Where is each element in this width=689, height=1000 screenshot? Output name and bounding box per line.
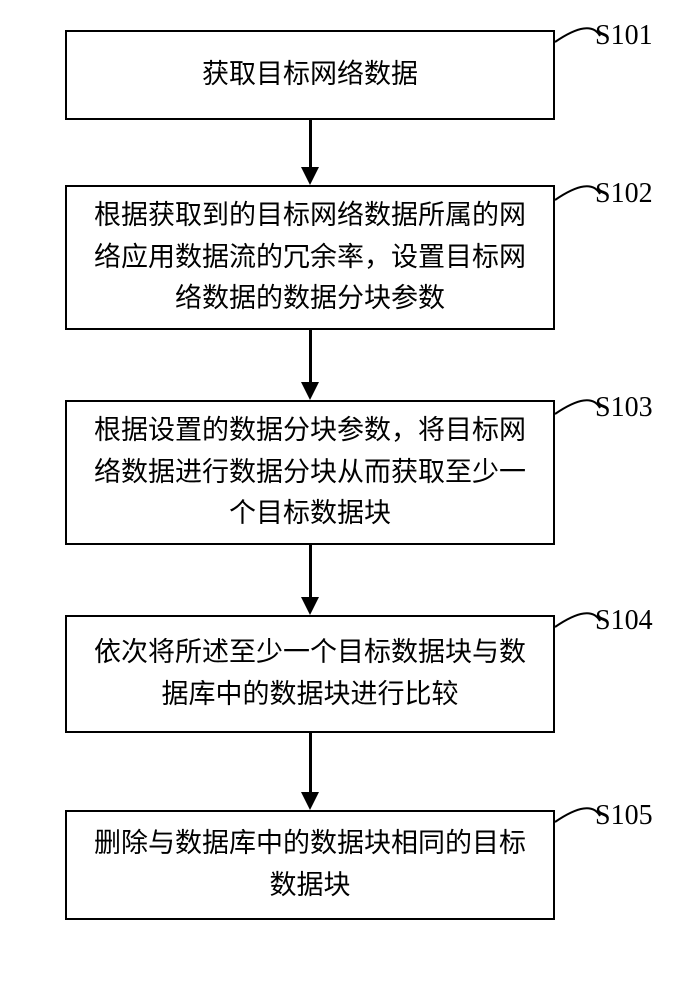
label-s104: S104: [595, 605, 653, 637]
label-s101: S101: [595, 20, 653, 52]
label-s105: S105: [595, 800, 653, 832]
node-s101: 获取目标网络数据: [65, 30, 555, 120]
node-s104-text: 依次将所述至少一个目标数据块与数据库中的数据块进行比较: [87, 632, 533, 716]
node-s104: 依次将所述至少一个目标数据块与数据库中的数据块进行比较: [65, 615, 555, 733]
node-s103: 根据设置的数据分块参数，将目标网络数据进行数据分块从而获取至少一个目标数据块: [65, 400, 555, 545]
node-s102-text: 根据获取到的目标网络数据所属的网络应用数据流的冗余率，设置目标网络数据的数据分块…: [87, 195, 533, 321]
arrow-1-head: [301, 167, 319, 185]
arrow-4-line: [309, 733, 312, 792]
node-s103-text: 根据设置的数据分块参数，将目标网络数据进行数据分块从而获取至少一个目标数据块: [87, 410, 533, 536]
arrow-3-line: [309, 545, 312, 597]
arrow-1-line: [309, 120, 312, 167]
arrow-3-head: [301, 597, 319, 615]
node-s102: 根据获取到的目标网络数据所属的网络应用数据流的冗余率，设置目标网络数据的数据分块…: [65, 185, 555, 330]
flowchart-canvas: 获取目标网络数据 根据获取到的目标网络数据所属的网络应用数据流的冗余率，设置目标…: [0, 0, 689, 1000]
arrow-4-head: [301, 792, 319, 810]
node-s105: 删除与数据库中的数据块相同的目标数据块: [65, 810, 555, 920]
arrow-2-line: [309, 330, 312, 382]
label-s103: S103: [595, 392, 653, 424]
node-s101-text: 获取目标网络数据: [202, 54, 418, 96]
arrow-2-head: [301, 382, 319, 400]
node-s105-text: 删除与数据库中的数据块相同的目标数据块: [87, 823, 533, 907]
label-s102: S102: [595, 178, 653, 210]
